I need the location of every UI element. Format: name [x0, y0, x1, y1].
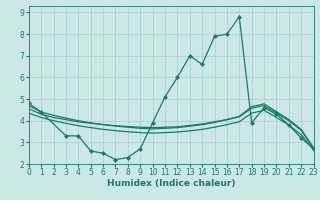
X-axis label: Humidex (Indice chaleur): Humidex (Indice chaleur): [107, 179, 236, 188]
